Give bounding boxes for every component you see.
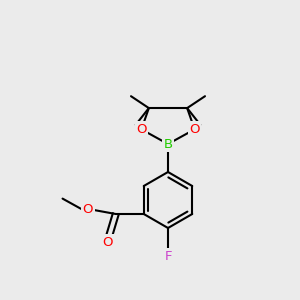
- Text: F: F: [164, 250, 172, 262]
- Text: B: B: [164, 137, 172, 151]
- Text: O: O: [189, 123, 200, 136]
- Text: O: O: [102, 236, 112, 248]
- Text: O: O: [136, 123, 147, 136]
- Text: O: O: [82, 203, 93, 216]
